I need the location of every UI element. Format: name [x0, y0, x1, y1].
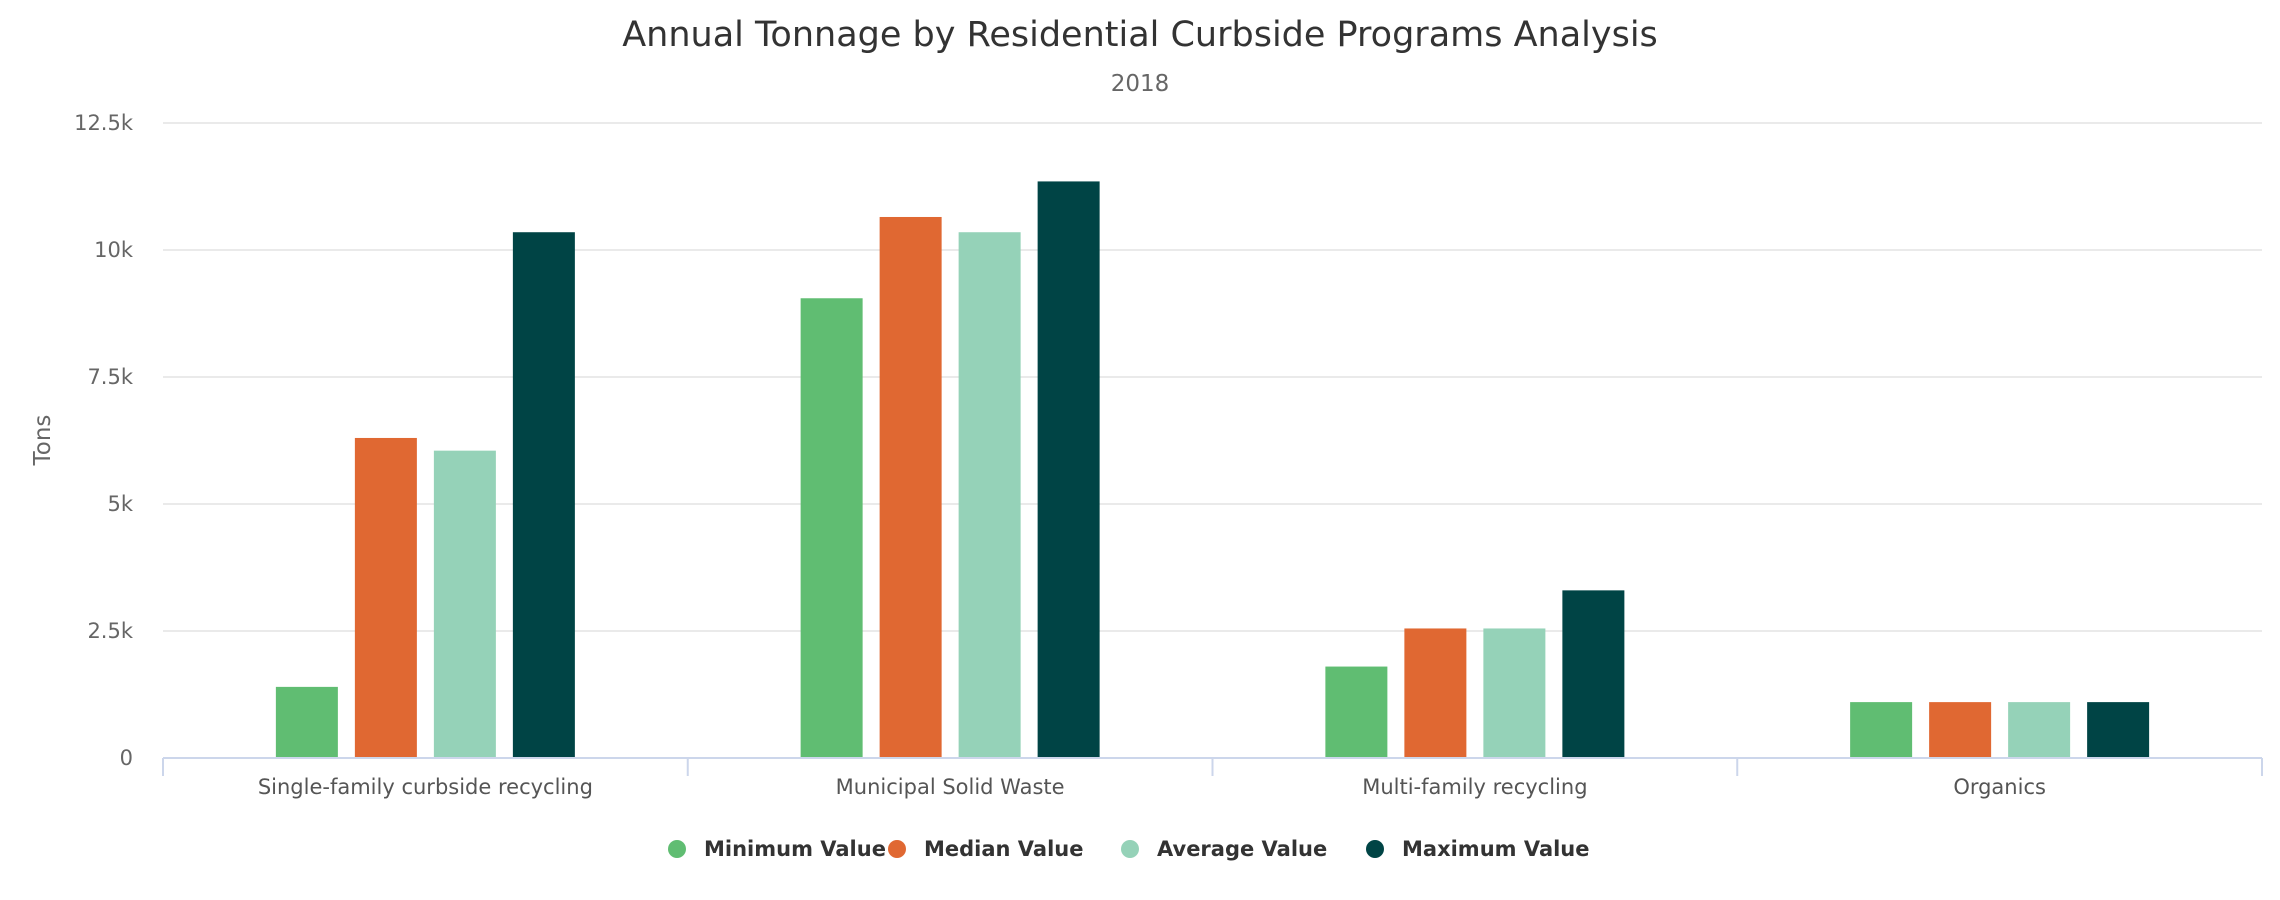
bar[interactable] — [879, 216, 942, 759]
legend-item[interactable]: Average Value — [1121, 837, 1327, 861]
x-axis: Single-family curbside recycling Municipa… — [162, 757, 2263, 799]
legend-item[interactable]: Maximum Value — [1366, 837, 1590, 861]
legend-item[interactable]: Median Value — [888, 837, 1083, 861]
legend-label: Median Value — [924, 837, 1083, 861]
legend-marker — [1366, 840, 1384, 858]
x-category-label: Municipal Solid Waste — [836, 775, 1065, 799]
legend-label: Minimum Value — [704, 837, 886, 861]
y-tick-label: 0 — [120, 746, 133, 770]
bar[interactable] — [512, 232, 575, 759]
bar[interactable] — [275, 686, 338, 758]
legend-label: Maximum Value — [1402, 837, 1590, 861]
legend-marker — [888, 840, 906, 858]
bar[interactable] — [1562, 590, 1625, 758]
x-category-label: Multi-family recycling — [1362, 775, 1587, 799]
y-axis-ticks: 0 2.5k 5k 7.5k 10k 12.5k — [74, 111, 134, 770]
y-tick-label: 10k — [94, 238, 134, 262]
bar[interactable] — [1850, 702, 1913, 758]
legend-marker — [668, 840, 686, 858]
y-tick-label: 2.5k — [87, 619, 133, 643]
y-tick-label: 7.5k — [87, 365, 133, 389]
gridlines — [163, 122, 2262, 632]
y-tick-label: 12.5k — [74, 111, 134, 135]
bar[interactable] — [1037, 181, 1100, 759]
chart-title: Annual Tonnage by Residential Curbside P… — [622, 15, 1658, 55]
bar[interactable] — [1325, 666, 1388, 758]
bar[interactable] — [1929, 702, 1992, 758]
legend: Minimum Value Median Value Average Value Ma… — [668, 837, 1590, 861]
bar[interactable] — [433, 450, 496, 758]
bar[interactable] — [1404, 628, 1467, 758]
bar[interactable] — [1483, 628, 1546, 758]
bar[interactable] — [2087, 702, 2150, 758]
y-axis-label: Tons — [30, 415, 56, 467]
bar[interactable] — [354, 437, 417, 758]
bar[interactable] — [2008, 702, 2071, 758]
bar[interactable] — [958, 232, 1021, 759]
y-tick-label: 5k — [107, 492, 133, 516]
x-category-label: Single-family curbside recycling — [258, 775, 593, 799]
legend-marker — [1121, 840, 1139, 858]
bars — [275, 181, 2150, 759]
bar[interactable] — [800, 298, 863, 758]
x-category-label: Organics — [1953, 775, 2046, 799]
legend-label: Average Value — [1157, 837, 1327, 861]
chart-subtitle: 2018 — [1111, 71, 1170, 97]
legend-item[interactable]: Minimum Value — [668, 837, 886, 861]
